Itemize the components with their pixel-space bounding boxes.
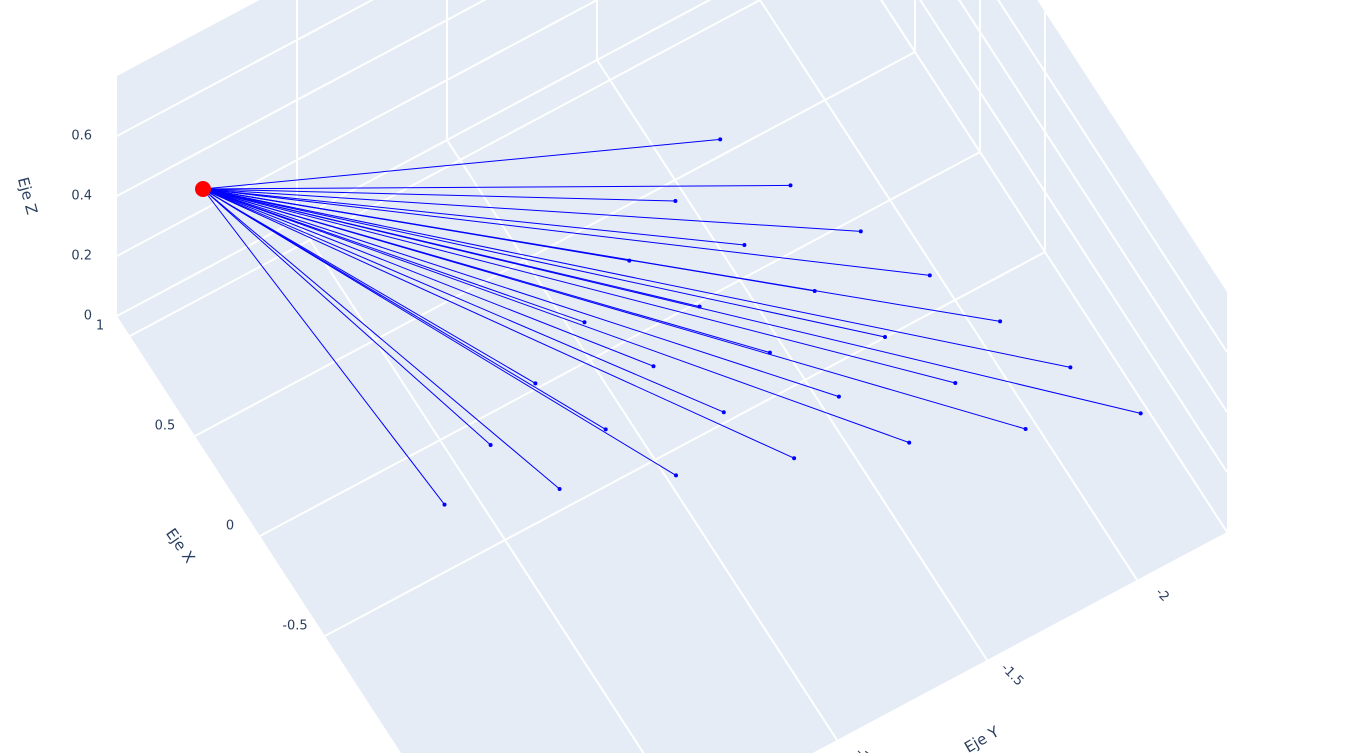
grid-line [116, 0, 600, 257]
grid-line [596, 59, 988, 661]
point [582, 320, 587, 325]
point [1068, 365, 1073, 370]
y-tick-label: -2 [1152, 585, 1172, 605]
point [742, 243, 747, 247]
ray [202, 188, 910, 444]
marks [195, 137, 1143, 507]
z-tick-label: 0 [84, 309, 92, 324]
point [907, 440, 912, 445]
point [442, 502, 447, 507]
ray [202, 188, 886, 338]
ray [202, 188, 585, 323]
x-tick-label: 0 [226, 519, 234, 534]
ray [202, 188, 861, 232]
point [792, 456, 797, 461]
grid-line [919, 0, 1228, 473]
y-tick-label: -1 [852, 745, 872, 753]
ray [202, 188, 677, 476]
point [1138, 411, 1143, 416]
point [953, 381, 958, 385]
y-tick-label: -1.5 [998, 661, 1027, 690]
ray [202, 188, 956, 384]
point [721, 410, 726, 415]
grid-line [116, 0, 375, 137]
y-axis-title: Eje Y [961, 722, 1003, 753]
ray [202, 188, 724, 413]
point [883, 335, 887, 339]
ray [202, 188, 930, 276]
x-tick-label: -0.5 [282, 619, 307, 634]
ray [202, 188, 1001, 322]
x-tick-label: 0.5 [155, 419, 176, 434]
ray [202, 188, 560, 490]
grid-line [116, 0, 487, 197]
x-axis-title: Eje X [162, 525, 198, 566]
ray [202, 184, 791, 190]
grid-line [129, 0, 763, 337]
point [488, 443, 493, 447]
point [836, 394, 841, 399]
point [603, 427, 608, 432]
ray [202, 188, 795, 459]
grid-line [116, 0, 712, 317]
point [557, 487, 562, 491]
point [718, 137, 723, 142]
point [998, 319, 1003, 324]
grid-line [880, 0, 1228, 533]
point [788, 183, 793, 188]
grid-line [997, 0, 1228, 353]
grid-line [296, 219, 645, 753]
grid-line [194, 51, 916, 437]
z-tick-label: 0.4 [71, 189, 92, 204]
ray [202, 188, 536, 384]
ray [202, 188, 491, 446]
walls [117, 0, 1227, 753]
x-tick-label: 1 [96, 319, 104, 334]
point [651, 364, 656, 369]
ray [202, 188, 654, 367]
point [858, 229, 863, 234]
point [927, 273, 932, 278]
ray [202, 188, 445, 505]
grid-line [758, 0, 1138, 581]
grid-line [324, 251, 1046, 637]
ray [202, 188, 1026, 430]
point [1023, 427, 1028, 431]
source-point [195, 181, 211, 197]
ray [202, 188, 840, 398]
z-tick-label: 0.2 [71, 249, 92, 264]
point [533, 381, 538, 386]
ray [202, 188, 1141, 414]
ray [202, 188, 676, 202]
ray [202, 138, 721, 190]
ray [202, 188, 745, 246]
z-axis-title: Eje Z [14, 175, 41, 216]
grid-line [958, 0, 1228, 413]
grid-line [259, 151, 981, 537]
z-tick-label: 0.6 [71, 129, 92, 144]
point [673, 199, 678, 203]
point [674, 473, 678, 478]
ray [202, 188, 1071, 368]
